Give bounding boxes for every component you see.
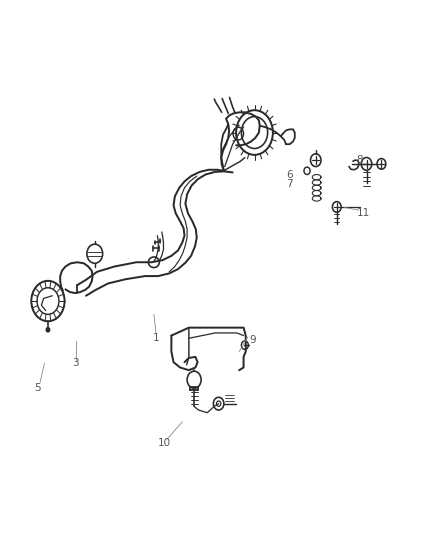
Text: 9: 9 [248, 335, 255, 345]
Text: 11: 11 [356, 208, 369, 219]
Text: 10: 10 [157, 438, 170, 448]
Text: 1: 1 [152, 333, 159, 343]
Text: 7: 7 [286, 179, 292, 189]
Text: 8: 8 [355, 155, 362, 165]
Text: 3: 3 [72, 358, 79, 368]
Text: 6: 6 [286, 170, 292, 180]
Circle shape [46, 328, 49, 332]
Text: 5: 5 [35, 383, 41, 393]
